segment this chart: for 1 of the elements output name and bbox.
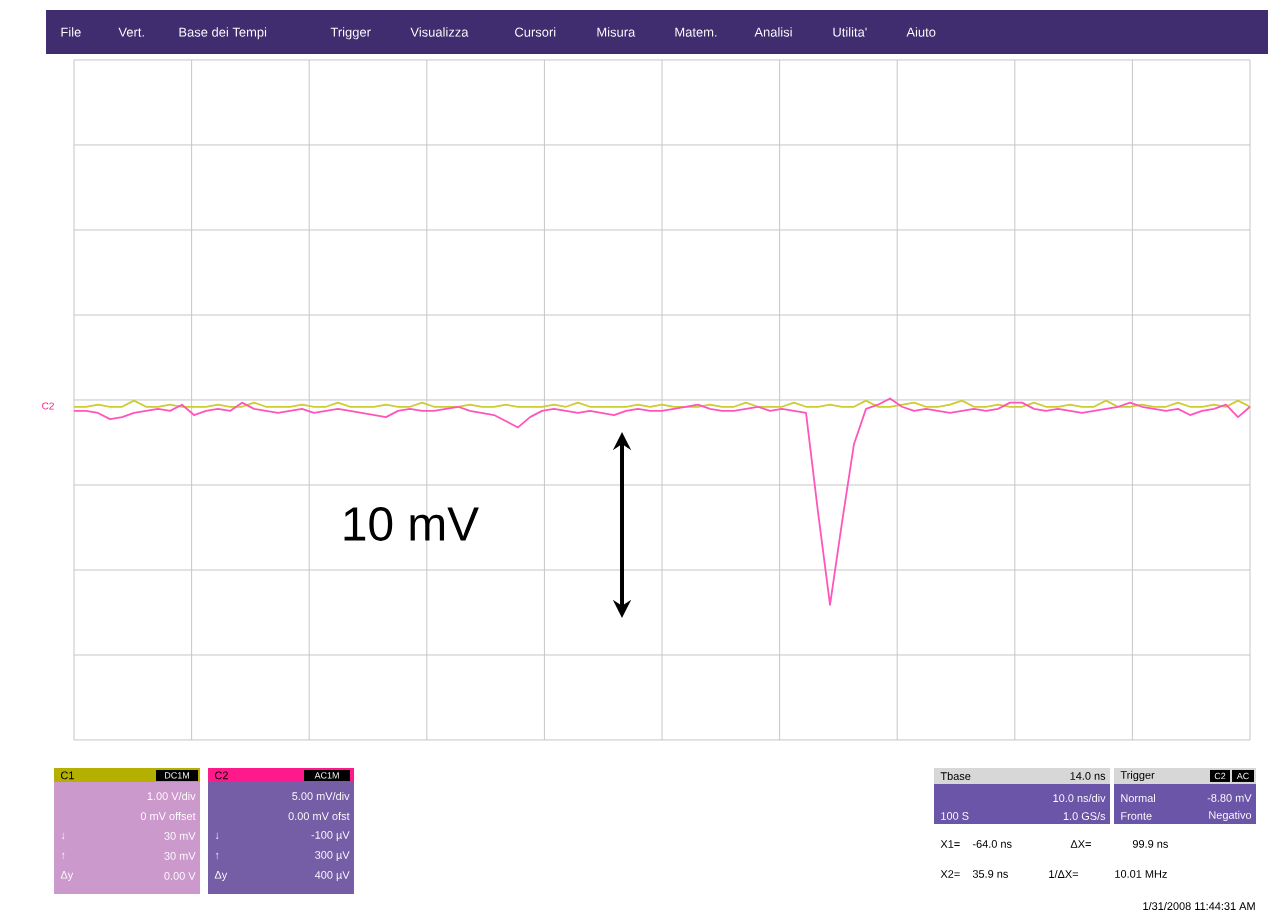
annotation: 10 mV — [344, 507, 479, 541]
